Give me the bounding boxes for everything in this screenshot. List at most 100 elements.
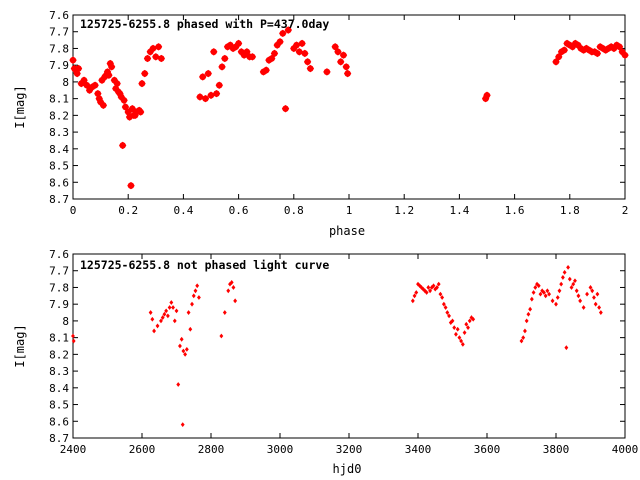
phased-y-tick-label: 8.1 bbox=[49, 93, 69, 106]
phased-y-axis-label: I[mag] bbox=[13, 85, 27, 128]
phased-data-point bbox=[99, 101, 108, 109]
unphased-data-point bbox=[464, 321, 469, 327]
phased-y-tick-label: 7.6 bbox=[49, 9, 69, 22]
phased-data-point bbox=[339, 51, 348, 59]
phased-data-point bbox=[306, 64, 315, 73]
unphased-data-point bbox=[538, 291, 543, 297]
phased-data-point bbox=[284, 26, 292, 34]
unphased-y-tick-label: 7.9 bbox=[49, 298, 69, 311]
unphased-data-point bbox=[550, 298, 555, 304]
unphased-data-point bbox=[422, 288, 427, 294]
phased-data-point bbox=[343, 69, 352, 78]
unphased-data-point bbox=[567, 276, 572, 282]
phased-data-point bbox=[323, 68, 331, 76]
phased-x-tick-label: 1.8 bbox=[560, 204, 580, 217]
phased-data-point bbox=[234, 39, 243, 48]
unphased-data-point bbox=[174, 308, 179, 314]
unphased-data-point bbox=[569, 285, 574, 290]
phased-data-point bbox=[113, 79, 121, 88]
unphased-y-tick-label: 8.3 bbox=[49, 365, 69, 378]
unphased-data-point bbox=[190, 301, 194, 307]
unphased-data-point bbox=[438, 291, 443, 297]
phased-data-point bbox=[199, 73, 207, 81]
unphased-data-point bbox=[523, 328, 527, 334]
unphased-data-point bbox=[559, 281, 564, 287]
unphased-data-point bbox=[412, 293, 417, 299]
unphased-data-point bbox=[443, 305, 448, 310]
unphased-data-point bbox=[164, 308, 169, 314]
unphased-data-point bbox=[521, 335, 526, 341]
unphased-data-point bbox=[416, 281, 420, 287]
unphased-x-tick-label: 3000 bbox=[267, 443, 294, 456]
unphased-data-point bbox=[184, 346, 189, 352]
unphased-data-point bbox=[171, 305, 175, 310]
unphased-data-point bbox=[414, 290, 419, 295]
phased-data-point bbox=[154, 43, 163, 51]
unphased-data-point bbox=[160, 315, 165, 320]
unphased-data-point bbox=[528, 306, 533, 312]
phased-data-point bbox=[210, 48, 218, 56]
unphased-data-point bbox=[554, 301, 558, 307]
unphased-y-tick-label: 8.1 bbox=[49, 332, 69, 345]
phased-y-tick-label: 7.8 bbox=[49, 42, 69, 55]
phased-y-tick-label: 8.7 bbox=[49, 193, 69, 206]
phased-chart-title: 125725-6255.8 phased with P=437.0day bbox=[80, 17, 329, 31]
phased-data-point bbox=[196, 93, 204, 101]
unphased-data-point bbox=[431, 283, 436, 289]
unphased-data-point bbox=[547, 291, 552, 297]
unphased-data-point bbox=[410, 298, 415, 304]
unphased-data-point bbox=[466, 325, 470, 330]
phased-data-point bbox=[143, 54, 152, 63]
unphased-data-point bbox=[598, 310, 603, 315]
unphased-data-points bbox=[71, 264, 603, 428]
unphased-data-point bbox=[436, 281, 441, 287]
unphased-y-tick-label: 8.7 bbox=[49, 432, 69, 445]
phased-data-point bbox=[207, 91, 215, 99]
phased-data-point bbox=[215, 81, 223, 89]
unphased-data-point bbox=[524, 318, 529, 324]
unphased-data-point bbox=[150, 316, 155, 322]
unphased-data-point bbox=[155, 323, 160, 329]
unphased-data-point bbox=[555, 295, 560, 300]
unphased-data-point bbox=[462, 330, 467, 336]
phased-data-point bbox=[136, 108, 145, 116]
phased-data-point bbox=[201, 94, 210, 103]
unphased-data-point bbox=[167, 305, 172, 310]
unphased-data-point bbox=[195, 283, 200, 289]
unphased-data-point bbox=[566, 264, 570, 270]
unphased-data-point bbox=[533, 285, 538, 290]
unphased-data-point bbox=[186, 310, 191, 315]
phased-data-point bbox=[301, 49, 309, 58]
unphased-y-tick-label: 8 bbox=[62, 315, 69, 328]
phased-data-point bbox=[593, 49, 602, 58]
phased-data-point bbox=[342, 63, 350, 71]
unphased-data-point bbox=[445, 310, 450, 315]
unphased-data-point bbox=[440, 295, 445, 300]
unphased-data-point bbox=[519, 338, 524, 344]
unphased-plot-frame bbox=[72, 253, 626, 439]
unphased-data-point bbox=[178, 343, 182, 349]
unphased-data-point bbox=[576, 293, 581, 299]
phased-data-point bbox=[138, 79, 146, 88]
unphased-y-tick-label: 8.2 bbox=[49, 348, 69, 361]
unphased-chart-title: 125725-6255.8 not phased light curve bbox=[80, 258, 329, 272]
unphased-y-tick-label: 7.8 bbox=[49, 281, 69, 294]
phased-data-point bbox=[91, 81, 99, 89]
unphased-data-point bbox=[592, 295, 596, 300]
unphased-data-point bbox=[176, 382, 181, 387]
unphased-y-axis-label: I[mag] bbox=[13, 324, 27, 367]
unphased-data-point bbox=[590, 288, 595, 294]
phased-data-point bbox=[119, 141, 127, 150]
phased-data-points bbox=[69, 26, 629, 190]
unphased-data-point bbox=[562, 270, 567, 275]
unphased-y-tick-label: 7.6 bbox=[49, 248, 69, 261]
unphased-data-point bbox=[435, 285, 439, 290]
unphased-data-point bbox=[159, 318, 163, 324]
unphased-y-tick-label: 8.5 bbox=[49, 399, 69, 412]
phased-data-point bbox=[204, 69, 212, 78]
unphased-data-point bbox=[447, 313, 451, 319]
unphased-data-point bbox=[191, 293, 196, 299]
unphased-y-tick-label: 7.7 bbox=[49, 265, 69, 278]
unphased-y-tick-label: 8.6 bbox=[49, 415, 69, 428]
